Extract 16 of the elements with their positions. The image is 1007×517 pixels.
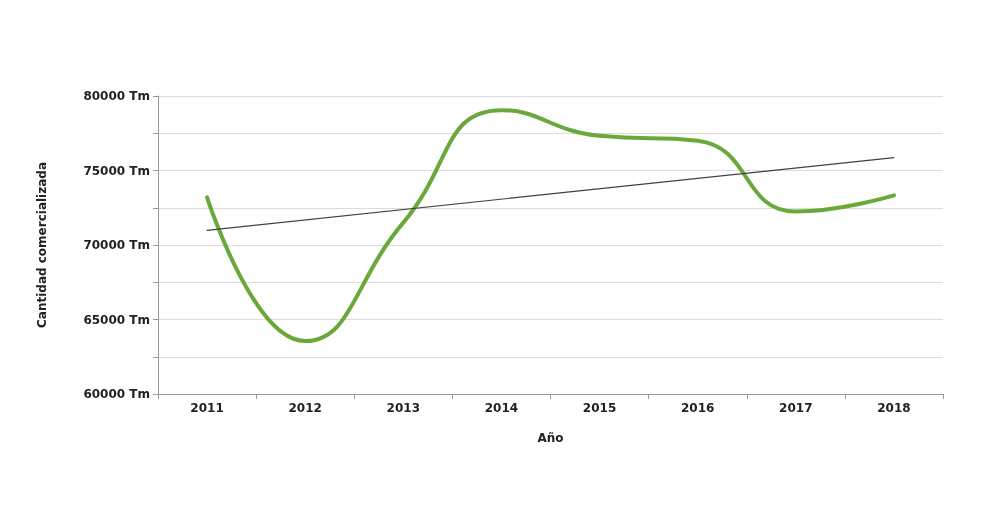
y-axis-title: Cantidad comercializada — [35, 162, 49, 328]
x-tick-label: 2018 — [877, 401, 911, 415]
y-tick-label: 80000 Tm — [83, 89, 150, 103]
x-tick-label: 2015 — [582, 401, 617, 415]
y-tick-label: 75000 Tm — [83, 163, 150, 178]
x-tick-label: 2017 — [779, 401, 813, 415]
x-tick-label: 2012 — [288, 401, 322, 415]
x-axis-title: Año — [537, 431, 564, 445]
x-tick-label: 2014 — [484, 401, 519, 415]
y-tick-label: 70000 Tm — [83, 238, 150, 252]
x-tick-label: 2011 — [190, 401, 224, 415]
y-tick-label: 60000 Tm — [83, 387, 150, 401]
x-tick-label: 2016 — [680, 401, 715, 415]
y-tick-label: 65000 Tm — [83, 312, 150, 327]
line-series — [205, 108, 896, 344]
x-tick-label: 2013 — [386, 401, 421, 415]
